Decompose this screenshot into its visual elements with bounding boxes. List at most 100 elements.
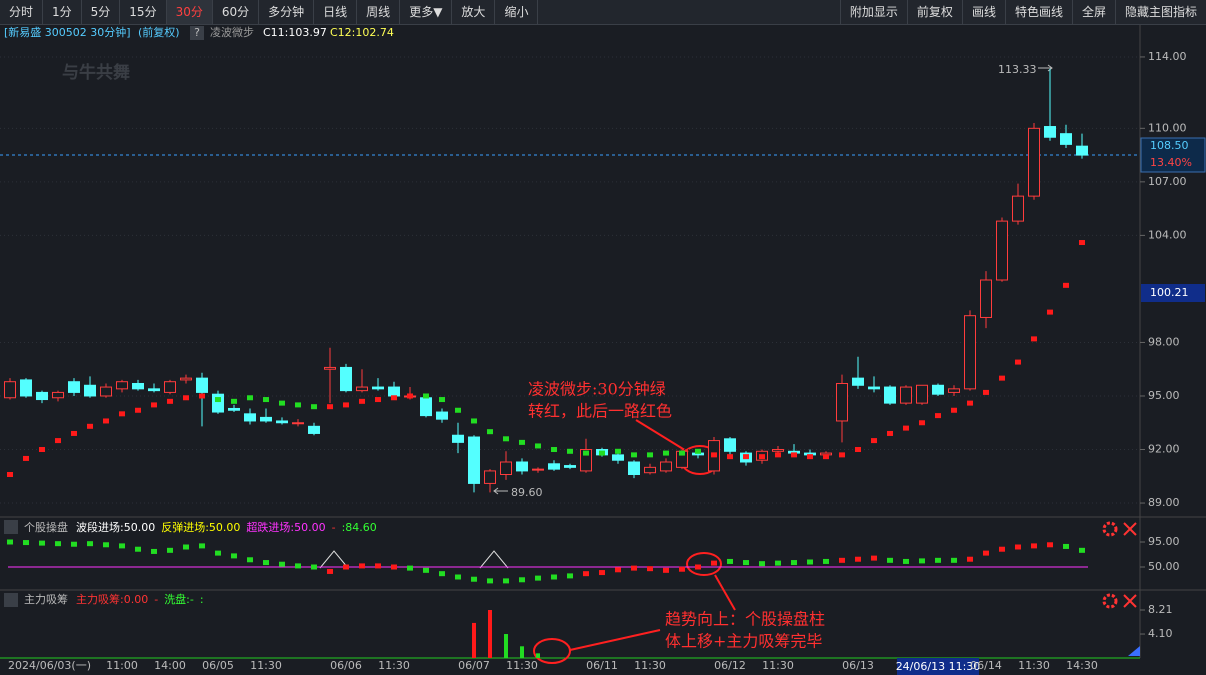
toolbar-button[interactable]: 前复权 <box>906 0 962 24</box>
signal-dot <box>327 404 333 410</box>
signal-dot <box>1079 240 1085 246</box>
signal-dot <box>535 443 541 449</box>
toolbar-button[interactable]: 30分 <box>166 0 213 24</box>
candle-body <box>52 391 64 399</box>
signal-dot <box>439 397 445 403</box>
signal-dot <box>903 425 909 431</box>
indicator-dot <box>215 550 221 556</box>
indicator-dot <box>871 555 877 561</box>
indicator-dot <box>775 560 781 566</box>
toolbar-button[interactable]: 60分 <box>213 0 260 24</box>
candle-body <box>324 366 336 370</box>
toolbar-button[interactable]: 特色画线 <box>1004 0 1072 24</box>
close-icon[interactable] <box>1123 522 1137 536</box>
toolbar-button[interactable]: 15分 <box>120 0 167 24</box>
legend-entry: - <box>154 593 158 606</box>
signal-dot <box>423 393 429 399</box>
candle-body <box>212 393 224 413</box>
x-tick-label: 06/11 <box>586 659 618 672</box>
indicator-dot <box>951 557 957 563</box>
toolbar-button[interactable]: 放大 <box>452 0 496 24</box>
candle-body <box>468 436 480 484</box>
indicator-dot <box>71 541 77 547</box>
toolbar-button[interactable]: 画线 <box>961 0 1005 24</box>
signal-dot <box>791 452 797 458</box>
candle-body <box>1044 126 1056 138</box>
indicator-dot <box>919 558 925 564</box>
signal-dot <box>839 452 845 458</box>
toolbar-button[interactable]: 更多▼ <box>400 0 453 24</box>
help-box[interactable] <box>4 593 18 607</box>
annotation: 体上移+主力吸筹完毕 <box>665 632 822 651</box>
signal-triangle <box>319 550 509 569</box>
signal-dot <box>647 452 653 458</box>
toolbar-button[interactable]: 5分 <box>82 0 121 24</box>
signal-dot <box>199 393 205 399</box>
indicator-dot <box>39 540 45 546</box>
legend-entry: 超跌进场:50.00 <box>246 520 325 534</box>
signal-dot <box>855 447 861 453</box>
indicator-dot <box>535 575 541 581</box>
x-tick-label: 11:30 <box>506 659 538 672</box>
toolbar-button[interactable]: 周线 <box>357 0 401 24</box>
toolbar-button[interactable]: 1分 <box>43 0 82 24</box>
toolbar-button[interactable]: 全屏 <box>1071 0 1115 24</box>
settings-icon[interactable] <box>1102 593 1118 609</box>
toolbar-button[interactable]: 分时 <box>0 0 44 24</box>
candle-body <box>1028 127 1040 197</box>
signal-dot <box>183 395 189 401</box>
indicator-bar <box>520 646 524 658</box>
indicator-dot <box>1047 542 1053 548</box>
settings-icon[interactable] <box>1102 521 1118 537</box>
signal-dot <box>519 439 525 445</box>
signal-dot <box>935 413 941 419</box>
x-tick-label: 11:30 <box>1018 659 1050 672</box>
toolbar: 分时 1分 5分 15分 30分 60分 多分钟 日线 周线 更多▼ 放大 缩小 附加显示 前复权 画线 特色… <box>0 0 1206 25</box>
x-tick-label: 2024/06/03(一) <box>8 659 91 672</box>
candle-body <box>644 466 656 474</box>
indicator-bar <box>536 653 540 658</box>
signal-dot <box>967 400 973 406</box>
signal-dot <box>615 448 621 454</box>
signal-dot <box>503 436 509 442</box>
close-icon[interactable] <box>1123 594 1137 608</box>
toolbar-button[interactable]: 附加显示 <box>839 0 907 24</box>
toolbar-button[interactable]: 多分钟 <box>259 0 315 24</box>
candle-body <box>996 220 1008 281</box>
signal-dot <box>135 407 141 413</box>
signal-dot <box>151 402 157 408</box>
toolbar-button[interactable]: 缩小 <box>495 0 539 24</box>
indicator-dot <box>887 557 893 563</box>
x-tick-label: 11:00 <box>106 659 138 672</box>
candle-body <box>84 384 96 397</box>
signal-dot <box>247 395 253 401</box>
candle-body <box>196 377 208 393</box>
toolbar-button[interactable]: 隐藏主图指标 <box>1114 0 1206 24</box>
legend-entry: - <box>332 521 336 534</box>
y-tick-label: 4.10 <box>1148 627 1173 640</box>
x-tick-label: 11:30 <box>762 659 794 672</box>
indicator-dot <box>295 563 301 569</box>
toolbar-button[interactable]: 日线 <box>314 0 358 24</box>
price-tag-box <box>1140 137 1206 173</box>
indicator-dot <box>391 564 397 570</box>
x-tick-label: 06/07 <box>458 659 490 672</box>
y-tick-label: 110.00 <box>1148 121 1187 134</box>
candle-body <box>484 470 496 484</box>
indicator-dot <box>935 557 941 563</box>
indicator-dot <box>1063 543 1069 549</box>
signal-dot <box>23 455 29 461</box>
indicator-dot <box>679 566 685 572</box>
indicator-dot <box>999 546 1005 552</box>
indicator-dot <box>247 557 253 563</box>
candle-body <box>948 388 960 393</box>
candle-body <box>612 454 624 461</box>
y-tick-label: 89.00 <box>1148 496 1180 509</box>
help[interactable]: ? <box>194 26 200 39</box>
indicator-dot <box>727 558 733 564</box>
indicator-dot <box>471 576 477 582</box>
candle-body <box>724 438 736 452</box>
indicator-dot <box>119 543 125 549</box>
help-box[interactable] <box>190 26 204 40</box>
help-box[interactable] <box>4 520 18 534</box>
